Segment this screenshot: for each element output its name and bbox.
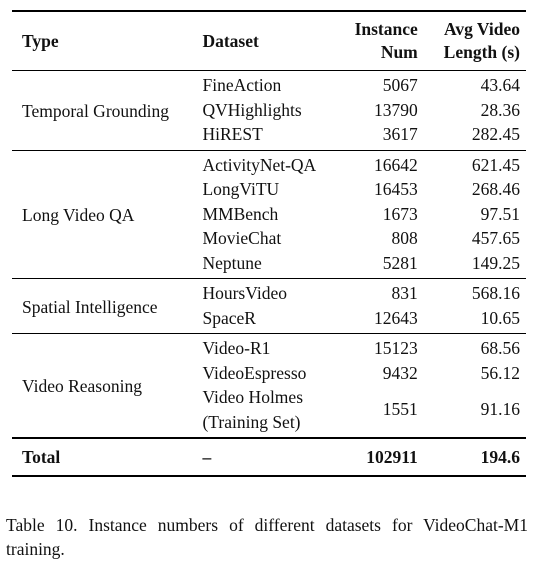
type-cell: Spatial Intelligence (22, 296, 158, 317)
total-group: Total – 102911 194.6 (12, 438, 526, 476)
total-cell: 194.6 (480, 447, 520, 467)
row: HiREST 3617 282.45 (12, 122, 526, 150)
number-cell: 91.16 (480, 399, 520, 420)
number-cell: 282.45 (471, 124, 520, 144)
dataset-cell: QVHighlights (202, 99, 302, 120)
number-cell: 43.64 (480, 75, 520, 95)
number-cell: 149.25 (471, 252, 520, 273)
dataset-cell: Neptune (202, 252, 262, 273)
row: VideoEspresso 9432 56.12 (12, 361, 526, 386)
total-row: Total – 102911 194.6 (12, 438, 526, 476)
number-cell: 16453 (374, 179, 418, 199)
row: QVHighlights 13790 28.36 (12, 98, 526, 123)
row: Spatial Intelligence HoursVideo 831 568.16 (12, 279, 526, 317)
total-cell: – (202, 447, 212, 467)
number-cell: 9432 (382, 362, 418, 383)
total-cell: Total (22, 447, 61, 467)
row: Video Holmes (Training Set) 1551 91.16 (12, 385, 526, 438)
row: Temporal Grounding FineAction 5067 43.64 (12, 71, 526, 121)
number-cell: 10.65 (480, 307, 520, 328)
dataset-cell: HoursVideo (202, 283, 287, 303)
number-cell: 268.46 (471, 179, 520, 199)
row: MovieChat 808 457.65 (12, 226, 526, 251)
number-cell: 56.12 (480, 362, 520, 383)
dataset-cell: HiREST (202, 124, 263, 144)
header-cell: Type (22, 30, 59, 51)
header-cell: Avg Video Length (s) (443, 19, 520, 62)
dataset-cell: SpaceR (202, 307, 256, 328)
row: Long Video QA ActivityNet-QA 16642 621.45 (12, 150, 526, 226)
dataset-cell: FineAction (202, 75, 282, 95)
row: LongViTU 16453 268.46 (12, 177, 526, 202)
caption: Table 10. Instance numbers of different … (6, 515, 528, 559)
number-cell: 808 (391, 228, 418, 248)
type-cell: Temporal Grounding (22, 101, 170, 121)
row: MMBench 1673 97.51 (12, 202, 526, 227)
dataset-cell: MMBench (202, 203, 279, 224)
row: Neptune 5281 149.25 (12, 251, 526, 279)
dataset-cell: LongViTU (202, 179, 280, 199)
number-cell: 15123 (374, 338, 418, 358)
type-cell: Video Reasoning (22, 376, 142, 397)
table-header: Type Dataset Instance Num Avg Video Length … (12, 11, 526, 71)
number-cell: 16642 (374, 154, 418, 175)
number-cell: 568.16 (471, 283, 520, 303)
number-cell: 1673 (382, 203, 418, 224)
dataset-cell: MovieChat (202, 228, 282, 248)
group: Video Reasoning Video-R1 15123 68.56 VideoEs… (12, 333, 526, 439)
number-cell: 831 (391, 283, 418, 303)
type-cell: Long Video QA (22, 205, 135, 225)
number-cell: 28.36 (480, 99, 520, 120)
number-cell: 621.45 (471, 154, 520, 175)
dataset-cell: Video Holmes (Training Set) (202, 387, 303, 432)
dataset-cell: Video-R1 (202, 338, 271, 358)
group: Long Video QA ActivityNet-QA 16642 621.45 Lo… (12, 150, 526, 279)
number-cell: 68.56 (480, 338, 520, 358)
row: SpaceR 12643 10.65 (12, 306, 526, 334)
group: Temporal Grounding FineAction 5067 43.64 QVH… (12, 70, 526, 151)
number-cell: 13790 (374, 99, 418, 120)
dataset-cell: ActivityNet-QA (202, 154, 317, 175)
dataset-cell: VideoEspresso (202, 362, 307, 383)
number-cell: 5067 (382, 75, 418, 95)
number-cell: 97.51 (480, 203, 520, 224)
number-cell: 457.65 (471, 228, 520, 248)
group: Spatial Intelligence HoursVideo 831 568.16 S… (12, 278, 526, 334)
header-cell: Instance Num (354, 19, 418, 62)
row: Video Reasoning Video-R1 15123 68.56 (12, 334, 526, 396)
number-cell: 3617 (382, 124, 418, 144)
header-cell: Dataset (202, 30, 259, 51)
number-cell: 1551 (382, 399, 418, 420)
data-table: Type Dataset Instance Num Avg Video Length … (12, 10, 526, 477)
header-row: Type Dataset Instance Num Avg Video Length … (12, 11, 526, 71)
total-cell: 102911 (366, 447, 418, 467)
number-cell: 5281 (382, 252, 418, 273)
number-cell: 12643 (374, 307, 418, 328)
